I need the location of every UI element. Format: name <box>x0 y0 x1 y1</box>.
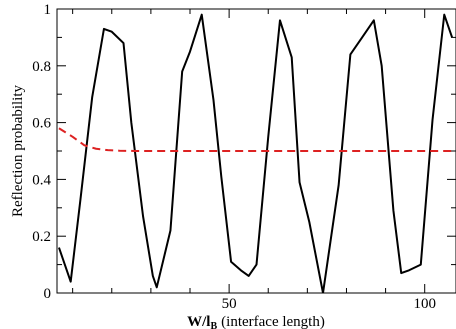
y-axis-label: Reflection probability <box>10 84 26 217</box>
y-tick-label: 1 <box>44 2 52 18</box>
x-axis-label: W/lB (interface length) <box>187 314 325 329</box>
series-line-solid <box>58 13 454 293</box>
x-tick-label: 100 <box>413 296 436 312</box>
series-line-dashed <box>58 127 456 152</box>
x-axis-label-subscript: B <box>210 321 217 329</box>
plot-frame <box>56 8 456 294</box>
series-layer <box>58 13 456 293</box>
tick-marks <box>57 8 456 294</box>
tick-labels: 50 100 0 0.2 0.4 0.6 0.8 1 <box>32 2 436 312</box>
y-tick-label: 0.2 <box>32 229 51 245</box>
y-tick-label: 0.4 <box>32 172 51 188</box>
y-tick-label: 0 <box>44 286 52 302</box>
x-axis-label-suffix: (interface length) <box>221 314 325 329</box>
x-axis-label-main: W/l <box>187 314 210 329</box>
x-tick-label: 50 <box>222 296 237 312</box>
y-tick-label: 0.6 <box>32 116 51 132</box>
y-tick-label: 0.8 <box>32 59 51 75</box>
